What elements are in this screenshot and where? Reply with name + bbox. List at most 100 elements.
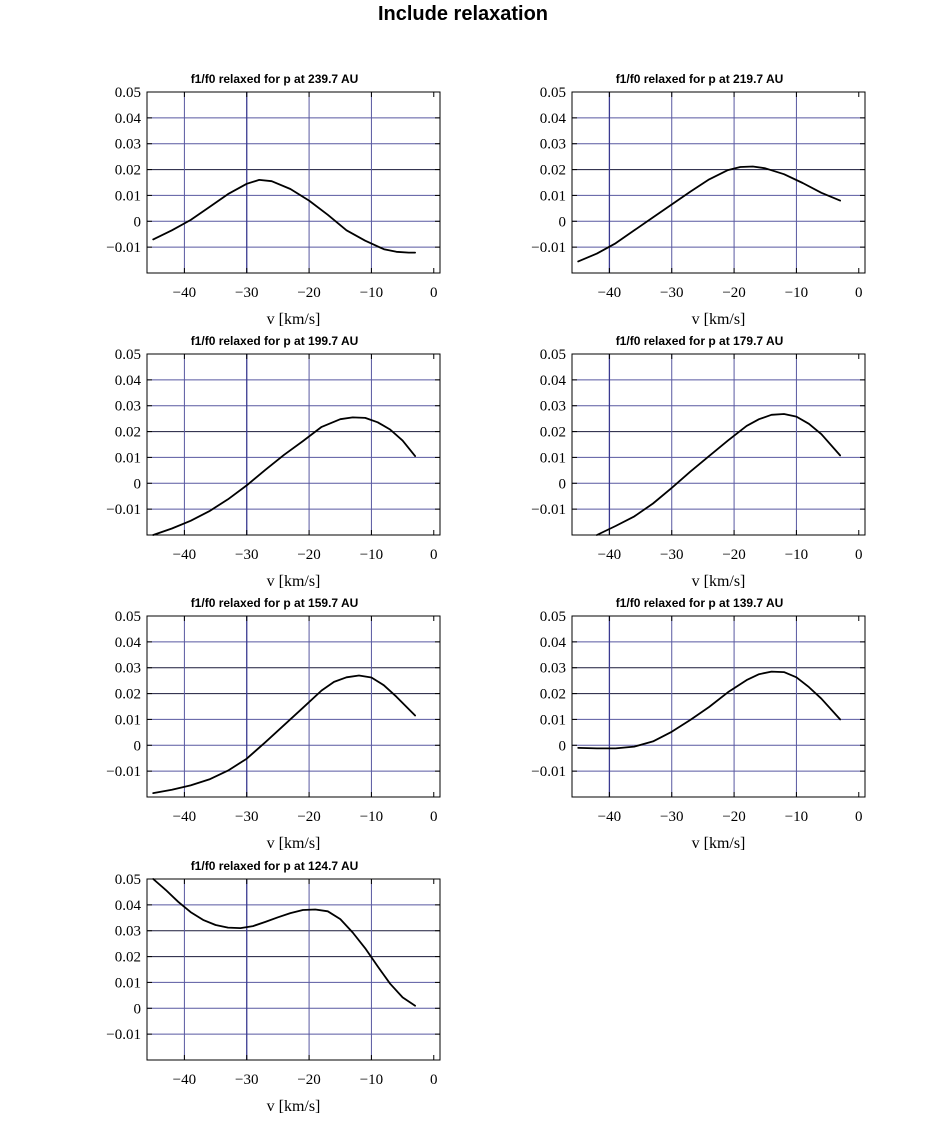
chart-panel-3: 0.05 0.04 0.03 0.02 0.01 0 −0.01 −40 −30 −20 −10 0 v… [106,334,441,590]
figure-title: Include relaxation [377,3,549,25]
y-tick-label: 0.01 [540,712,566,728]
y-tick-label: −0.01 [106,240,141,256]
y-tick-label: 0.01 [115,188,141,204]
x-tick-label: −40 [598,285,621,301]
x-tick-label: −20 [297,285,320,301]
x-axis-label: v [km/s] [692,835,746,852]
x-tick-label: 0 [855,547,863,563]
series-line [577,165,841,263]
series-line [596,413,841,536]
panel-title: f1/f0 relaxed for p at 139.7 AU [616,596,784,610]
y-tick-label: 0 [134,1001,142,1017]
x-tick-label: −20 [722,547,745,563]
x-tick-label: −10 [785,809,808,825]
x-tick-label: −30 [235,1072,258,1088]
x-tick-label: −30 [235,809,258,825]
x-tick-label: 0 [855,285,863,301]
panel-title: f1/f0 relaxed for p at 219.7 AU [616,72,784,86]
plot-frame [571,353,866,536]
y-tick-label: 0.01 [540,188,566,204]
x-axis-label: v [km/s] [267,573,321,590]
x-tick-label: −10 [785,547,808,563]
y-tick-label: 0.04 [115,898,142,914]
x-tick-label: 0 [430,1072,438,1088]
y-tick-label: 0 [134,214,142,230]
x-tick-label: 0 [430,547,438,563]
y-tick-label: 0.05 [540,347,566,363]
y-tick-label: −0.01 [531,764,566,780]
y-tick-label: 0.05 [115,609,141,625]
series-line [577,670,841,750]
x-axis-label: v [km/s] [267,835,321,852]
y-tick-label: 0.03 [540,661,566,677]
y-tick-label: 0.01 [115,975,141,991]
series-line [152,178,417,254]
x-tick-label: −20 [297,547,320,563]
y-tick-label: −0.01 [531,502,566,518]
y-tick-label: 0 [134,738,142,754]
y-tick-label: 0.01 [115,712,141,728]
y-tick-label: 0.05 [115,85,141,101]
plot-frame [146,353,441,536]
x-axis-label: v [km/s] [267,1098,321,1115]
x-tick-label: −30 [660,285,683,301]
y-tick-label: 0 [559,214,567,230]
y-tick-label: −0.01 [531,240,566,256]
y-tick-label: 0.03 [540,399,566,415]
y-tick-label: 0.03 [115,399,141,415]
y-tick-label: 0.03 [115,137,141,153]
x-tick-label: −30 [235,285,258,301]
y-tick-label: 0.02 [540,163,566,179]
x-tick-label: −10 [360,547,383,563]
y-tick-label: 0.03 [540,137,566,153]
y-tick-label: 0.05 [115,872,141,888]
x-tick-label: −20 [297,809,320,825]
y-tick-label: 0.02 [115,687,141,703]
chart-panel-7: 0.05 0.04 0.03 0.02 0.01 0 −0.01 −40 −30 −20 −10 0 v… [106,859,441,1115]
plot-frame [146,91,441,274]
y-tick-label: 0.01 [540,450,566,466]
chart-panel-5: 0.05 0.04 0.03 0.02 0.01 0 −0.01 −40 −30 −20 −10 0 v… [106,596,441,852]
y-tick-label: 0.03 [115,924,141,940]
y-tick-label: 0 [134,476,142,492]
chart-panel-2: 0.05 0.04 0.03 0.02 0.01 0 −0.01 −40 −30 −20 −10 0 v… [531,72,866,328]
x-tick-label: −30 [660,547,683,563]
x-tick-label: −20 [722,285,745,301]
plot-frame [571,615,866,798]
x-tick-label: −10 [360,285,383,301]
plot-frame [571,91,866,274]
x-tick-label: −10 [360,1072,383,1088]
panel-title: f1/f0 relaxed for p at 159.7 AU [191,596,359,610]
chart-panel-4: 0.05 0.04 0.03 0.02 0.01 0 −0.01 −40 −30 −20 −10 0 v… [531,334,866,590]
y-tick-label: 0.02 [115,950,141,966]
panel-title: f1/f0 relaxed for p at 239.7 AU [191,72,359,86]
chart-panel-1: 0.05 0.04 0.03 0.02 0.01 0 −0.01 −40 −30 −20 −10 0 v… [106,72,441,328]
y-tick-label: 0.05 [540,85,566,101]
x-tick-label: −20 [297,1072,320,1088]
plot-frame [146,615,441,798]
panel-title: f1/f0 relaxed for p at 199.7 AU [191,334,359,348]
x-tick-label: −40 [173,1072,196,1088]
x-tick-label: 0 [430,809,438,825]
x-tick-label: −30 [660,809,683,825]
series-line [152,878,417,1007]
x-tick-label: −40 [598,547,621,563]
x-tick-label: 0 [430,285,438,301]
x-tick-label: −40 [173,547,196,563]
y-tick-label: 0.05 [540,609,566,625]
x-tick-label: −40 [173,809,196,825]
y-tick-label: 0.02 [540,687,566,703]
x-tick-label: −10 [360,809,383,825]
x-axis-label: v [km/s] [692,311,746,328]
y-tick-label: 0.05 [115,347,141,363]
x-tick-label: −40 [173,285,196,301]
panel-title: f1/f0 relaxed for p at 124.7 AU [191,859,359,873]
x-tick-label: −20 [722,809,745,825]
y-tick-label: 0.04 [115,635,142,651]
y-tick-label: 0.03 [115,661,141,677]
x-tick-label: −30 [235,547,258,563]
x-tick-label: −10 [785,285,808,301]
plot-frame [146,878,441,1061]
x-tick-label: 0 [855,809,863,825]
